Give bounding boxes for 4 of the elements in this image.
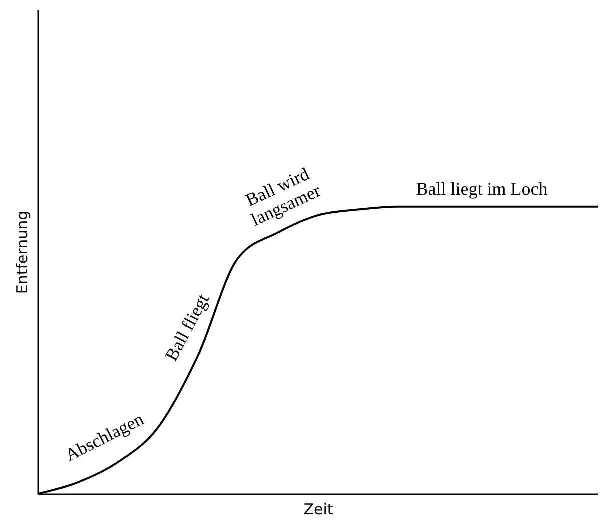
text: Ball liegt im Loch [416, 179, 548, 199]
y-axis-title: Entfernung [14, 210, 32, 294]
x-axis-title: Zeit [304, 500, 334, 518]
annotation: Ball fliegt [161, 290, 213, 364]
